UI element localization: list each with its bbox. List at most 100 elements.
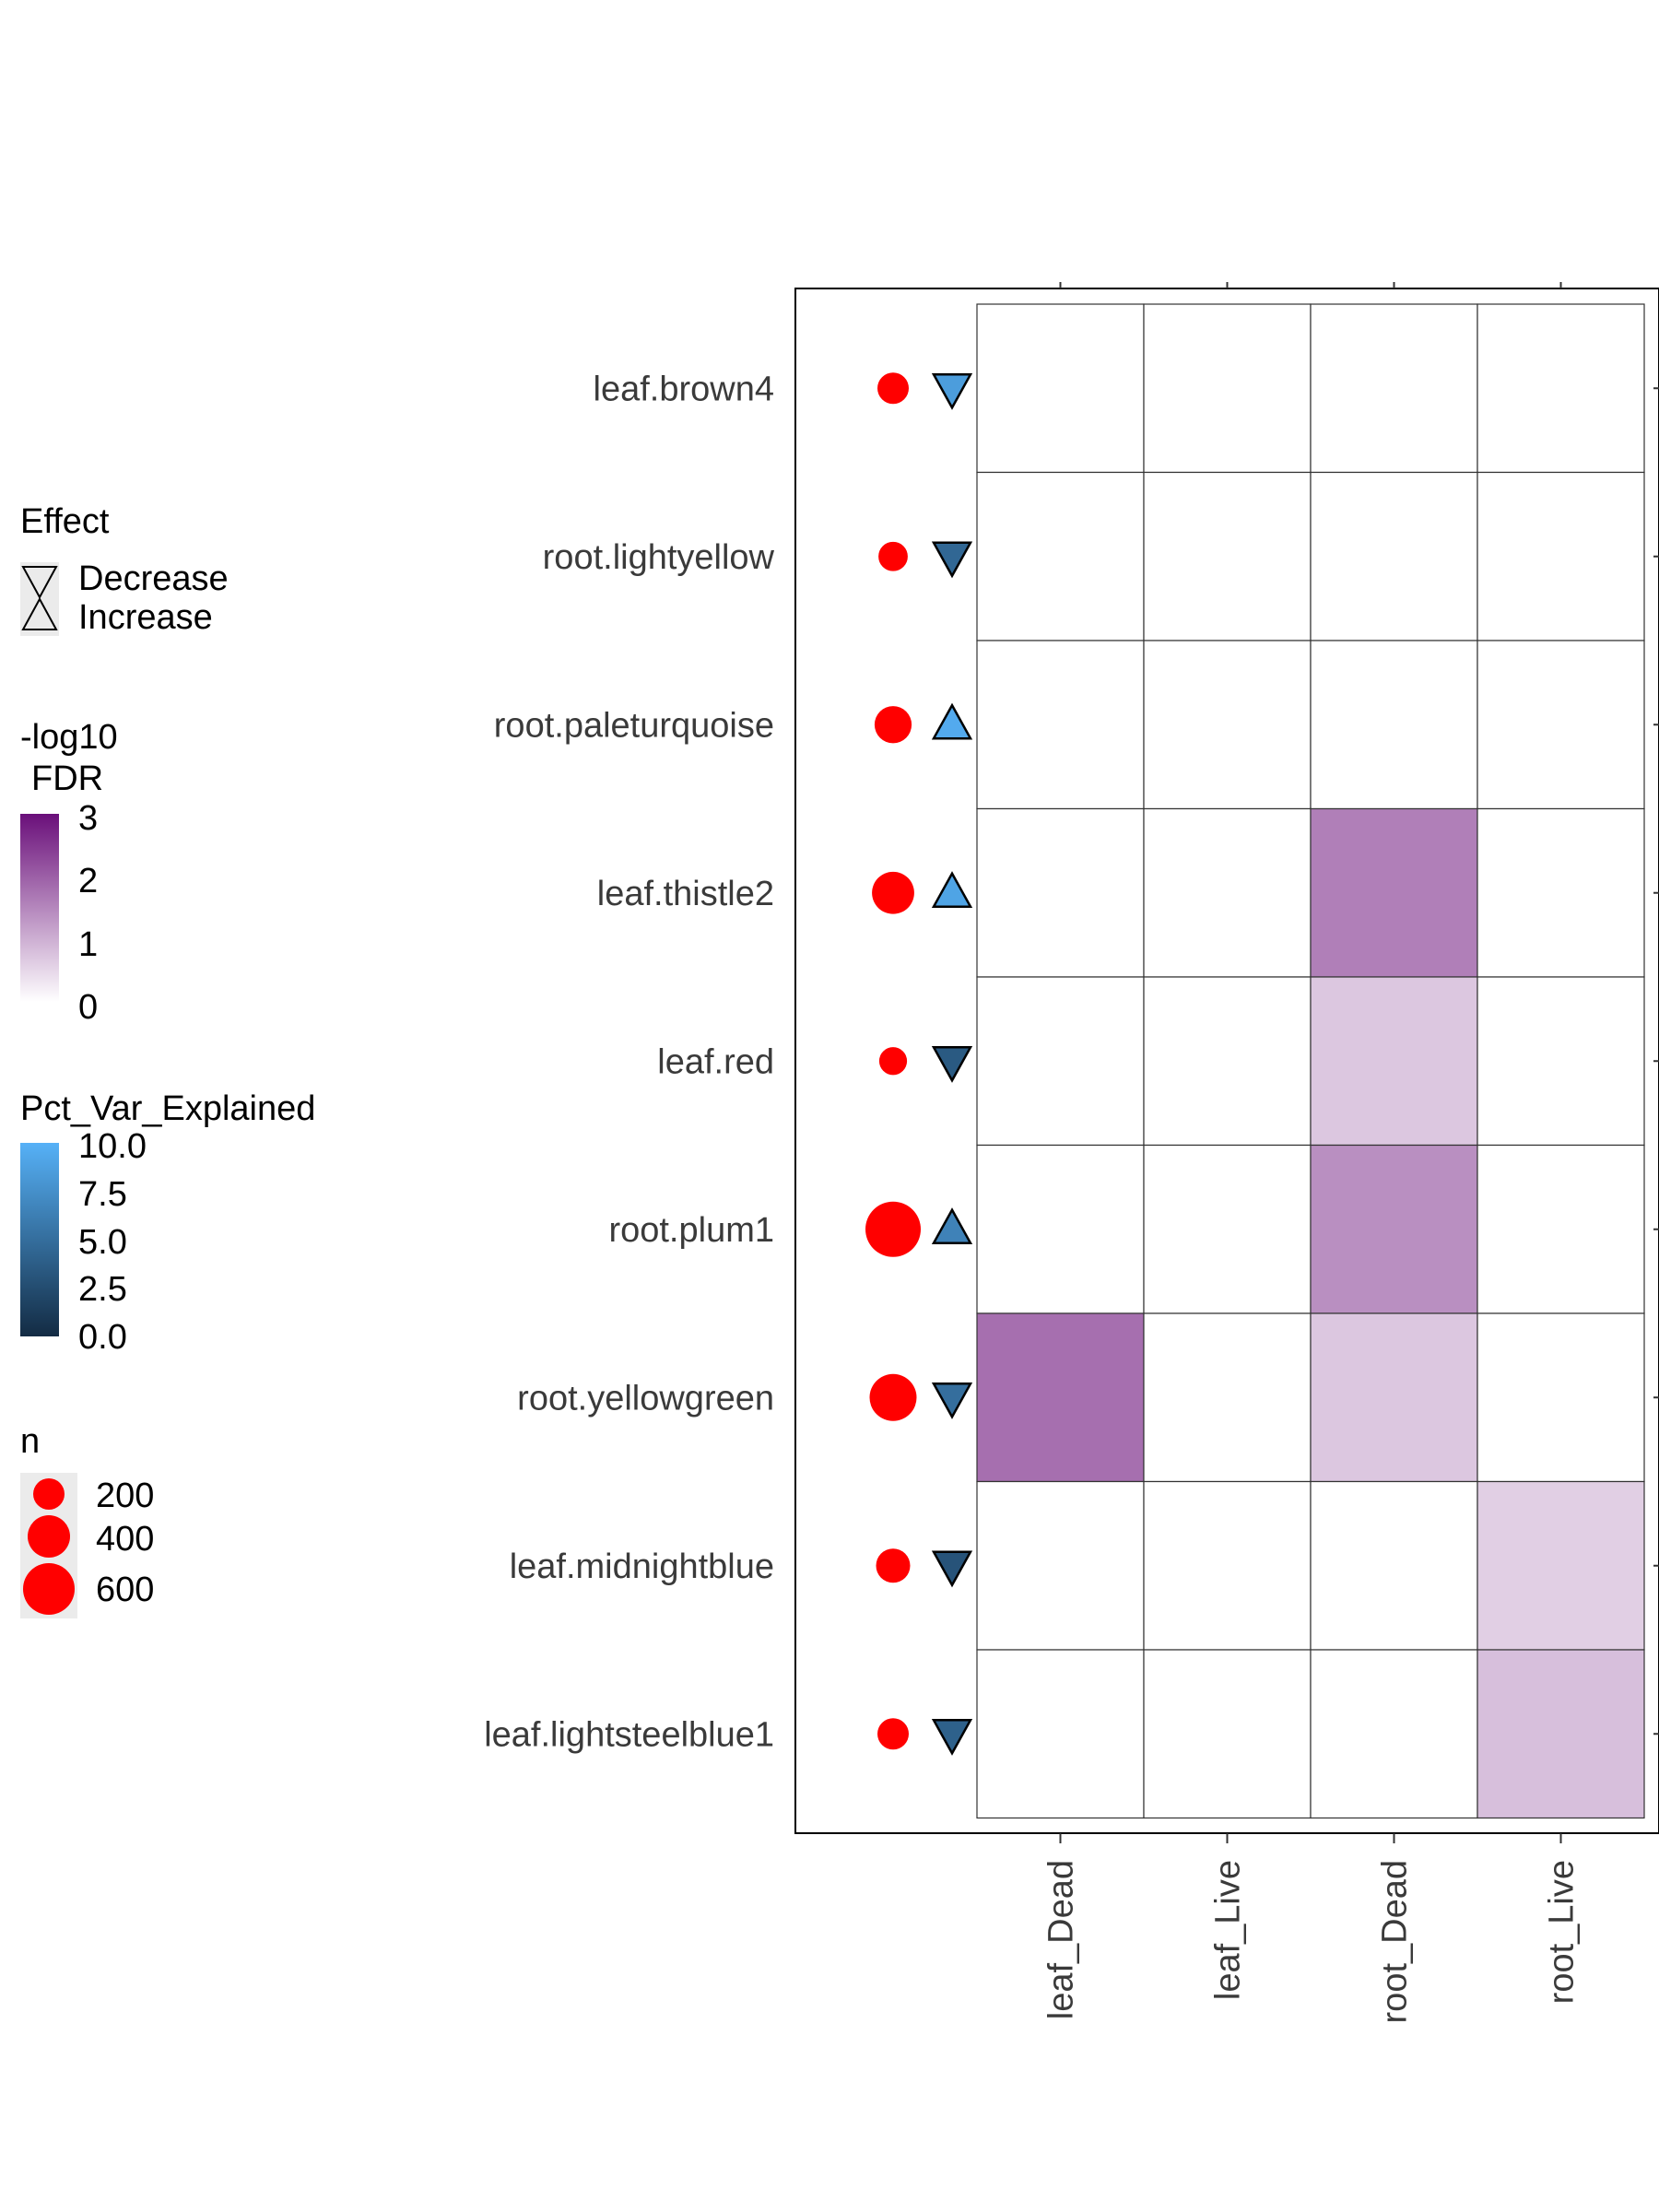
heatmap-cell xyxy=(1143,1144,1312,1314)
heatmap-cell xyxy=(976,1144,1145,1314)
y-axis-label: leaf.brown4 xyxy=(594,370,774,408)
y-axis-label: root.paleturquoise xyxy=(494,706,774,745)
n-point xyxy=(878,1047,908,1076)
increase-triangle-icon xyxy=(21,596,58,630)
pct-legend-tick: 10.0 xyxy=(78,1127,147,1166)
effect-triangle xyxy=(931,1046,973,1083)
x-axis-labels: leaf_Dead leaf_Live root_Dead root_Live xyxy=(1042,1860,1582,2023)
heatmap-cells xyxy=(976,303,1645,1819)
effect-triangle xyxy=(931,871,973,908)
pct-legend-tick: 2.5 xyxy=(78,1270,127,1309)
pct-legend-tick: 7.5 xyxy=(78,1175,127,1214)
n-point xyxy=(865,1201,921,1257)
pct-colorbar xyxy=(20,1143,59,1336)
y-axis-label: leaf.red xyxy=(657,1042,774,1081)
fdr-legend-title-line2: FDR xyxy=(31,759,103,798)
effect-triangle xyxy=(931,1207,973,1244)
heatmap-cell xyxy=(976,1480,1145,1651)
heatmap-cell xyxy=(1477,1312,1645,1483)
x-axis-label: root_Live xyxy=(1543,1860,1582,2004)
heatmap-cell xyxy=(1310,1649,1478,1819)
n-point xyxy=(877,372,909,405)
heatmap-cell xyxy=(1143,1480,1312,1651)
n-legend-item: 600 xyxy=(96,1571,154,1609)
n-legend: n 200 400 600 xyxy=(20,1422,154,1618)
effect-legend-title: Effect xyxy=(20,502,110,541)
heatmap-cell xyxy=(1143,471,1312,641)
x-axis-label: leaf_Dead xyxy=(1042,1860,1081,2019)
heatmap-cell xyxy=(1143,303,1312,474)
n-point xyxy=(874,706,912,744)
heatmap-cell xyxy=(1310,976,1478,1147)
y-axis-label: leaf.lightsteelblue1 xyxy=(484,1715,774,1754)
n-legend-item: 400 xyxy=(96,1520,154,1559)
n-point xyxy=(872,871,914,914)
n-point xyxy=(869,1373,917,1421)
y-axis-label: leaf.thistle2 xyxy=(597,875,774,913)
heatmap-cell xyxy=(1310,640,1478,810)
effect-legend-item: Decrease xyxy=(78,559,229,598)
heatmap-cell xyxy=(1310,303,1478,474)
heatmap-cell xyxy=(976,471,1145,641)
heatmap-cell xyxy=(1477,640,1645,810)
n-point xyxy=(878,541,908,571)
y-axis-label: root.yellowgreen xyxy=(517,1379,774,1418)
pct-legend-title: Pct_Var_Explained xyxy=(20,1089,315,1128)
fdr-legend-tick: 3 xyxy=(78,799,98,838)
n-points xyxy=(865,372,921,1750)
heatmap-cell xyxy=(1477,1144,1645,1314)
heatmap-cell xyxy=(976,303,1145,474)
n-legend-item: 200 xyxy=(96,1477,154,1515)
n-legend-title: n xyxy=(20,1422,40,1461)
heatmap-cell xyxy=(1477,807,1645,978)
y-axis-label: root.lightyellow xyxy=(543,538,775,577)
pct-legend-tick: 0.0 xyxy=(78,1318,127,1357)
heatmap-cell xyxy=(1310,1480,1478,1651)
heatmap-cell xyxy=(976,807,1145,978)
pct-legend: Pct_Var_Explained 10.0 7.5 5.0 2.5 0.0 xyxy=(20,1089,315,1357)
effect-legend-item: Increase xyxy=(78,598,213,637)
heatmap-cell xyxy=(1143,1649,1312,1819)
y-axis-labels: leaf.brown4 root.lightyellow root.paleturq… xyxy=(484,370,774,1754)
fdr-legend: -log10 FDR 3 2 1 0 xyxy=(20,718,118,1027)
effect-triangle xyxy=(931,541,973,579)
heatmap-cell xyxy=(1143,1312,1312,1483)
fdr-legend-tick: 1 xyxy=(78,925,98,964)
fdr-legend-tick: 0 xyxy=(78,988,98,1027)
y-axis-label: root.plum1 xyxy=(608,1211,774,1250)
axis-ticks xyxy=(1059,282,1659,1843)
fdr-legend-title-line1: -log10 xyxy=(20,718,118,757)
heatmap-cell xyxy=(1143,807,1312,978)
effect-triangle xyxy=(931,1382,973,1419)
heatmap-cell xyxy=(1143,976,1312,1147)
heatmap-cell xyxy=(1310,807,1478,978)
heatmap-cell xyxy=(976,1649,1145,1819)
heatmap-cell xyxy=(1143,640,1312,810)
heatmap-cell xyxy=(1477,1649,1645,1819)
effect-triangle xyxy=(931,373,973,410)
heatmap-cell xyxy=(1477,1480,1645,1651)
x-axis-label: leaf_Live xyxy=(1209,1860,1248,2000)
heatmap-cell xyxy=(1310,1312,1478,1483)
heatmap-cell xyxy=(1477,976,1645,1147)
heatmap-cell xyxy=(1310,1144,1478,1314)
heatmap-cell xyxy=(976,1312,1145,1483)
effect-triangle xyxy=(931,1719,973,1756)
heatmap-cell xyxy=(976,640,1145,810)
n-legend-point xyxy=(33,1478,65,1510)
effect-legend: Effect Decrease Increase xyxy=(20,502,229,637)
effect-triangle xyxy=(931,702,973,740)
n-point xyxy=(876,1548,911,1583)
x-axis-label: root_Dead xyxy=(1376,1860,1415,2023)
n-point xyxy=(877,1718,909,1750)
y-axis-label: leaf.midnightblue xyxy=(510,1547,774,1586)
heatmap-cell xyxy=(1477,471,1645,641)
pct-legend-tick: 5.0 xyxy=(78,1223,127,1262)
effect-triangle xyxy=(931,1550,973,1588)
n-legend-point xyxy=(23,1563,75,1615)
fdr-legend-tick: 2 xyxy=(78,862,98,900)
decrease-triangle-icon xyxy=(21,566,58,600)
n-legend-point xyxy=(28,1515,70,1558)
heatmap-cell xyxy=(976,976,1145,1147)
